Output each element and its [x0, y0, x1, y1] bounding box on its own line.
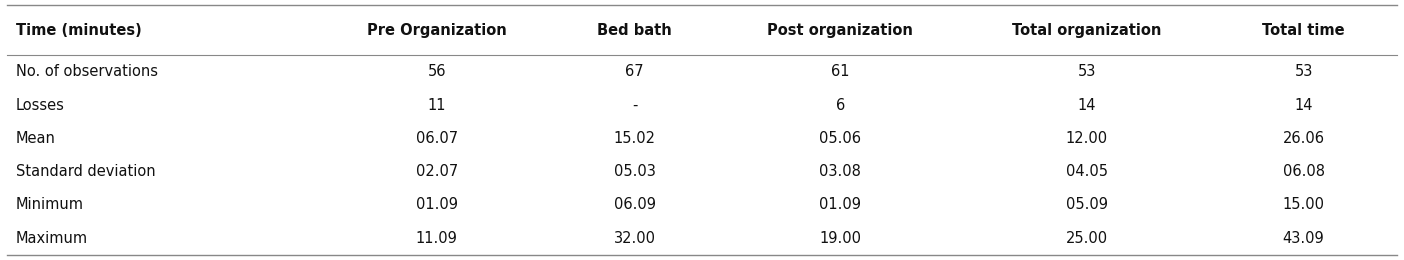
Text: 6: 6	[835, 98, 845, 113]
Text: Post organization: Post organization	[768, 23, 913, 38]
Text: Time (minutes): Time (minutes)	[15, 23, 142, 38]
Text: 03.08: 03.08	[820, 164, 861, 179]
Text: Minimum: Minimum	[15, 197, 84, 212]
Text: 02.07: 02.07	[416, 164, 458, 179]
Text: 14: 14	[1078, 98, 1097, 113]
Text: 04.05: 04.05	[1066, 164, 1108, 179]
Text: 53: 53	[1294, 64, 1313, 79]
Text: 15.02: 15.02	[614, 131, 656, 146]
Text: Bed bath: Bed bath	[597, 23, 673, 38]
Text: 06.08: 06.08	[1283, 164, 1324, 179]
Text: 11: 11	[427, 98, 446, 113]
Text: 15.00: 15.00	[1283, 197, 1324, 212]
Text: 32.00: 32.00	[614, 231, 656, 246]
Text: Maximum: Maximum	[15, 231, 88, 246]
Text: -: -	[632, 98, 637, 113]
Text: 43.09: 43.09	[1283, 231, 1324, 246]
Text: No. of observations: No. of observations	[15, 64, 159, 79]
Text: Total time: Total time	[1262, 23, 1345, 38]
Text: 05.06: 05.06	[820, 131, 861, 146]
Text: Losses: Losses	[15, 98, 65, 113]
Text: 19.00: 19.00	[820, 231, 861, 246]
Text: 01.09: 01.09	[416, 197, 458, 212]
Text: 05.03: 05.03	[614, 164, 656, 179]
Text: Pre Organization: Pre Organization	[366, 23, 507, 38]
Text: 61: 61	[831, 64, 849, 79]
Text: 25.00: 25.00	[1066, 231, 1108, 246]
Text: Total organization: Total organization	[1012, 23, 1161, 38]
Text: 05.09: 05.09	[1066, 197, 1108, 212]
Text: 56: 56	[427, 64, 446, 79]
Text: 01.09: 01.09	[820, 197, 861, 212]
Text: 67: 67	[625, 64, 644, 79]
Text: 06.09: 06.09	[614, 197, 656, 212]
Text: 06.07: 06.07	[416, 131, 458, 146]
Text: 11.09: 11.09	[416, 231, 458, 246]
Text: Mean: Mean	[15, 131, 56, 146]
Text: 14: 14	[1294, 98, 1313, 113]
Text: 26.06: 26.06	[1283, 131, 1324, 146]
Text: 12.00: 12.00	[1066, 131, 1108, 146]
Text: 53: 53	[1078, 64, 1097, 79]
Text: Standard deviation: Standard deviation	[15, 164, 156, 179]
